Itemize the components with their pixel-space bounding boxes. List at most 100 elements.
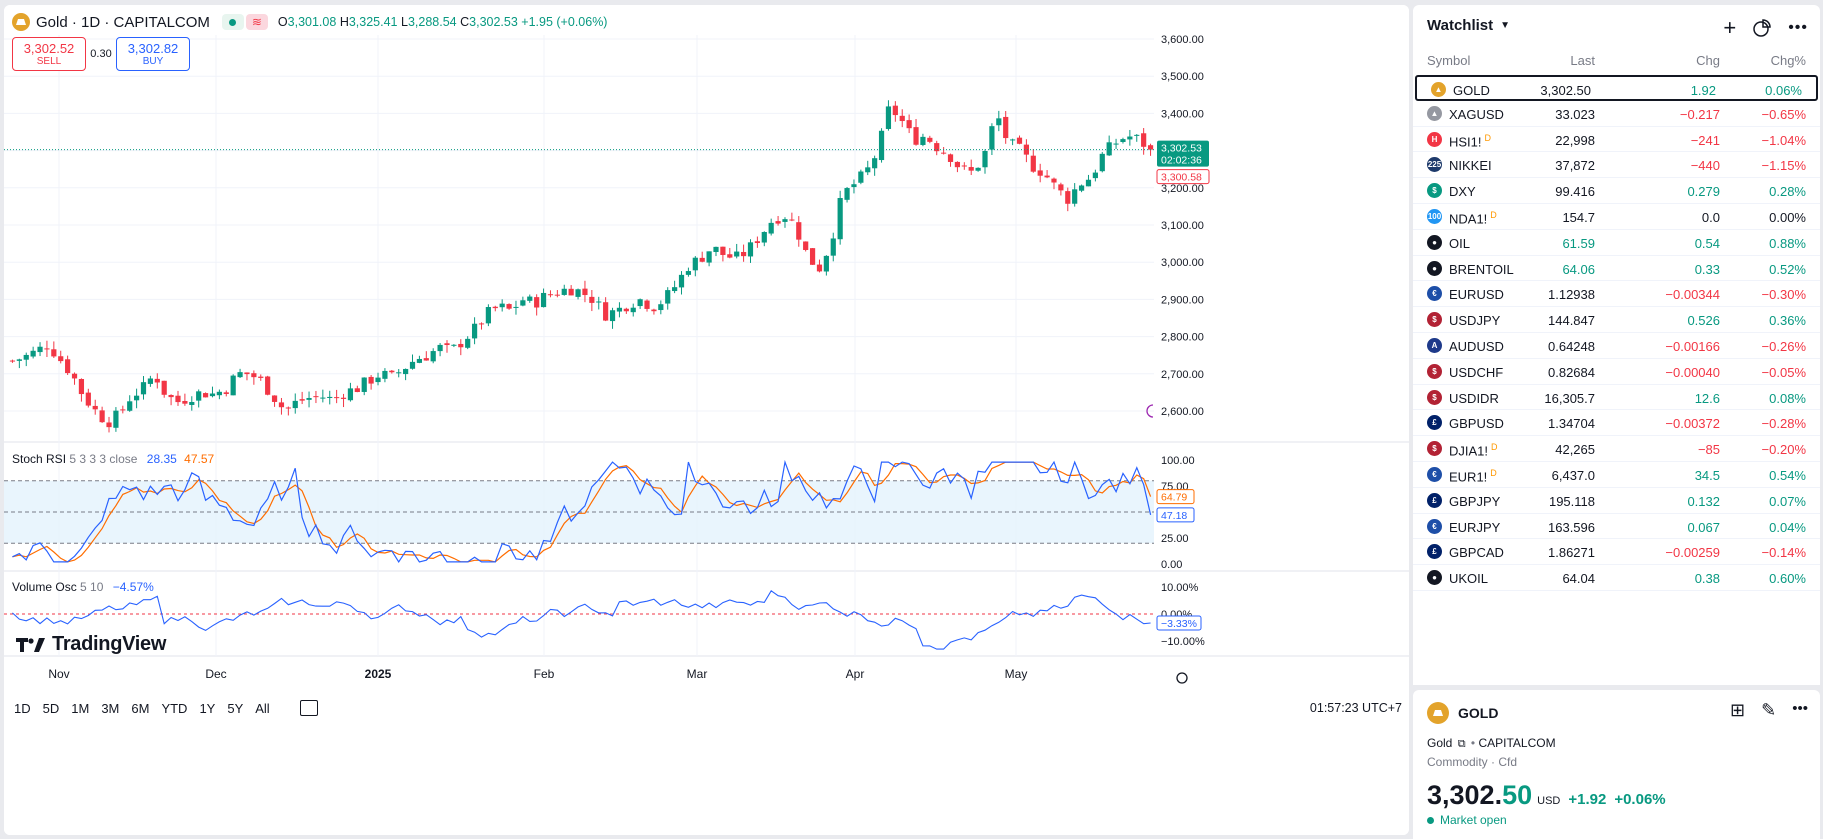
- external-link-icon[interactable]: ⧉: [1457, 738, 1466, 750]
- calendar-goto-icon[interactable]: [299, 700, 318, 716]
- volume-osc-legend[interactable]: Volume Osc 5 10 −4.57%: [12, 580, 154, 594]
- stoch-k-tag-text: 47.18: [1161, 510, 1187, 522]
- watchlist-title-dropdown[interactable]: Watchlist ▼: [1427, 17, 1510, 34]
- candle-body: [92, 405, 98, 410]
- watchlist-row-usdjpy[interactable]: $ USDJPY 144.847 0.526 0.36%: [1413, 307, 1820, 333]
- range-button-1m[interactable]: 1M: [71, 700, 90, 716]
- candle-body: [30, 350, 36, 357]
- watchlist-row-gold[interactable]: ▲ GOLD 3,302.50 1.92 0.06%: [1415, 75, 1818, 101]
- eur-flag-icon: €: [1427, 286, 1442, 302]
- stoch-k-tag: [1156, 507, 1195, 523]
- watchlist-row-audusd[interactable]: A AUDUSD 0.64248 −0.00166 −0.26%: [1413, 333, 1820, 359]
- candle-body: [216, 391, 222, 396]
- watchlist-row-eurjpy[interactable]: € EURJPY 163.596 0.067 0.04%: [1413, 514, 1820, 540]
- watchlist-row-djia1[interactable]: $ DJIA1! D 42,265 −85 −0.20%: [1413, 436, 1820, 462]
- watchlist-row-xagusd[interactable]: ▲ XAGUSD 33.023 −0.217 −0.65%: [1413, 101, 1820, 127]
- add-symbol-icon[interactable]: +: [1723, 15, 1737, 40]
- price-axis-label: 3,500.00: [1161, 71, 1204, 83]
- watchlist-row-dxy[interactable]: $ DXY 99.416 0.279 0.28%: [1413, 178, 1820, 204]
- watchlist-row-gbpusd[interactable]: £ GBPUSD 1.34704 −0.00372 −0.28%: [1413, 410, 1820, 437]
- row-chg: 12.6: [1694, 390, 1720, 406]
- column-symbol[interactable]: Symbol: [1427, 53, 1471, 68]
- candle-body: [851, 184, 857, 188]
- tradingview-logo[interactable]: TradingView: [16, 633, 166, 656]
- candle-body: [506, 304, 512, 309]
- stoch-k-line: [12, 459, 1152, 564]
- candle-body: [85, 392, 91, 406]
- buy-button[interactable]: 3,302.82 BUY: [116, 37, 190, 71]
- range-button-6m[interactable]: 6M: [131, 700, 150, 716]
- watchlist-row-nikkei[interactable]: 225 NIKKEI 37,872 −440 −1.15%: [1413, 152, 1820, 179]
- gbp-flag-icon: £: [1427, 492, 1442, 508]
- watchlist-row-gbpjpy[interactable]: £ GBPJPY 195.118 0.132 0.07%: [1413, 488, 1820, 514]
- symbol-title[interactable]: Gold · 1D · CAPITALCOM: [36, 13, 210, 31]
- delayed-data-icon: ≋: [245, 14, 268, 30]
- clock-timezone[interactable]: 01:57:23 UTC+7: [1309, 701, 1402, 715]
- advanced-view-icon[interactable]: [1752, 18, 1772, 38]
- usd-flag-icon: $: [1427, 312, 1442, 328]
- stoch-d-tag-text: 64.79: [1161, 492, 1187, 504]
- watchlist-row-hsi1[interactable]: H HSI1! D 22,998 −241 −1.04%: [1413, 127, 1820, 153]
- candle-body: [885, 106, 892, 129]
- candle-body: [334, 397, 340, 399]
- candle-body: [1078, 185, 1085, 191]
- watchlist-row-nda1[interactable]: 100 NDA1! D 154.7 0.0 0.00%: [1413, 204, 1820, 230]
- range-button-3m[interactable]: 3M: [101, 700, 120, 716]
- candle-body: [754, 241, 760, 244]
- column-chg[interactable]: Chg: [1696, 53, 1720, 68]
- row-chg: 1.92: [1690, 83, 1716, 98]
- range-button-all[interactable]: All: [255, 700, 270, 716]
- row-chg-pct: −0.65%: [1761, 106, 1806, 122]
- column-last[interactable]: Last: [1570, 53, 1595, 68]
- watchlist-row-oil[interactable]: ● OIL 61.59 0.54 0.88%: [1413, 230, 1820, 256]
- watchlist-row-usdidr[interactable]: $ USDIDR 16,305.7 12.6 0.08%: [1413, 385, 1820, 411]
- candle-body: [444, 343, 450, 346]
- range-button-5d[interactable]: 5D: [42, 700, 60, 716]
- range-toolbar: 1D 5D 1M 3M 6M YTD 1Y 5Y All 01:57:23 UTC+7: [4, 691, 1409, 725]
- more-options-icon[interactable]: •••: [1788, 19, 1808, 36]
- chart-canvas[interactable]: 3,600.003,500.003,400.003,300.003,200.00…: [4, 5, 1409, 691]
- candle-body: [368, 376, 374, 384]
- watchlist-row-ukoil[interactable]: ● UKOIL 64.04 0.38 0.60%: [1413, 565, 1820, 591]
- candle-body: [651, 309, 657, 312]
- candle-body: [230, 375, 236, 396]
- watchlist-title: Watchlist: [1427, 17, 1494, 34]
- edit-icon[interactable]: ✎: [1761, 700, 1777, 720]
- column-chg-pct[interactable]: Chg%: [1770, 53, 1806, 68]
- candle-body: [934, 143, 940, 152]
- stoch-axis-label: 0.00: [1161, 559, 1182, 571]
- watchlist-row-eurusd[interactable]: € EURUSD 1.12938 −0.00344 −0.30%: [1413, 281, 1820, 308]
- change-value: +1.95 (+0.06%): [521, 15, 608, 29]
- settings-gear-icon[interactable]: [1176, 672, 1188, 684]
- watchlist-row-brentoil[interactable]: ● BRENTOIL 64.06 0.33 0.52%: [1413, 256, 1820, 282]
- time-axis-label: Dec: [205, 667, 226, 681]
- layout-grid-icon[interactable]: ⊞: [1730, 700, 1746, 720]
- price-axis-label: 2,900.00: [1161, 294, 1204, 306]
- watchlist-row-usdchf[interactable]: $ USDCHF 0.82684 −0.00040 −0.05%: [1413, 359, 1820, 385]
- range-button-1y[interactable]: 1Y: [199, 700, 216, 716]
- row-symbol: OIL: [1449, 235, 1470, 251]
- price-axis-label: 2,600.00: [1161, 406, 1204, 418]
- candle-body: [809, 248, 816, 265]
- range-button-ytd[interactable]: YTD: [161, 700, 188, 716]
- more-options-icon[interactable]: •••: [1792, 700, 1808, 717]
- candle-body: [1127, 136, 1133, 140]
- candle-body: [168, 394, 174, 398]
- detail-name[interactable]: Gold: [1427, 736, 1453, 750]
- volume-osc-axis-label: −10.00%: [1161, 636, 1205, 648]
- watchlist-row-gbpcad[interactable]: £ GBPCAD 1.86271 −0.00259 −0.14%: [1413, 539, 1820, 566]
- row-symbol: USDJPY: [1449, 313, 1501, 329]
- market-status-indicator[interactable]: ≋: [221, 14, 268, 30]
- stoch-rsi-legend[interactable]: Stoch RSI 5 3 3 3 close 28.35 47.57: [12, 452, 214, 466]
- candle-body: [1065, 191, 1071, 204]
- range-button-5y[interactable]: 5Y: [227, 700, 244, 716]
- detail-header[interactable]: GOLD: [1427, 702, 1498, 724]
- sell-button[interactable]: 3,302.52 SELL: [12, 37, 86, 71]
- chart-panel[interactable]: 3,600.003,500.003,400.003,300.003,200.00…: [4, 5, 1409, 835]
- chart-background: [4, 5, 1409, 691]
- range-button-1d[interactable]: 1D: [14, 700, 31, 716]
- candle-body: [347, 388, 354, 401]
- row-symbol: NIKKEI: [1449, 158, 1492, 174]
- watchlist-row-eur1[interactable]: € EUR1! D 6,437.0 34.5 0.54%: [1413, 462, 1820, 488]
- candle-body: [540, 292, 547, 308]
